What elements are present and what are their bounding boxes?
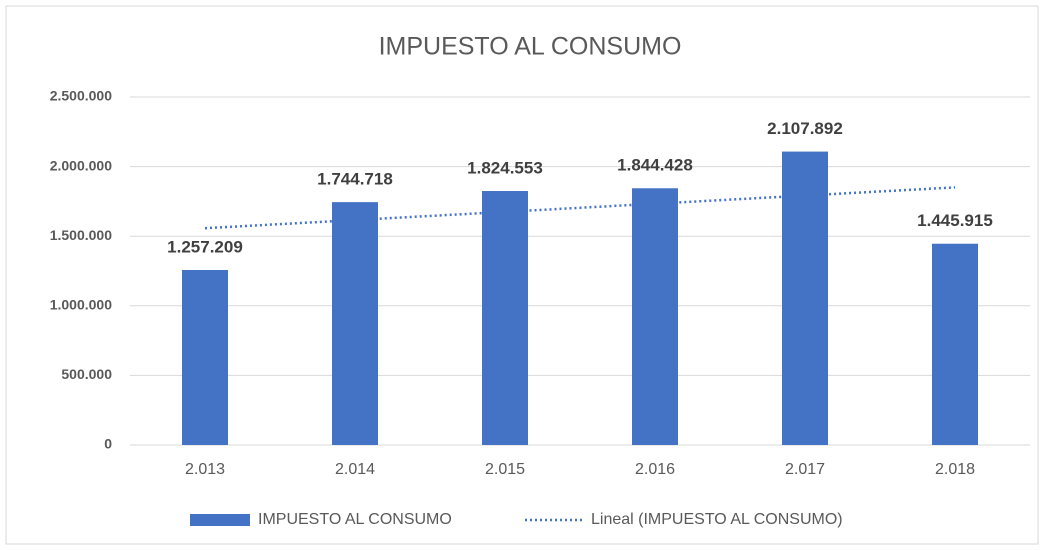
bar [332, 202, 378, 445]
bar [782, 151, 828, 446]
data-label: 2.107.892 [767, 119, 843, 138]
y-tick-label: 1.000.000 [50, 297, 112, 313]
y-tick-label: 0 [104, 436, 112, 452]
chart-title: IMPUESTO AL CONSUMO [379, 33, 682, 61]
y-tick-label: 2.500.000 [50, 88, 112, 104]
data-label: 1.844.428 [617, 156, 693, 175]
data-label: 1.744.718 [317, 170, 393, 189]
data-label: 1.445.915 [917, 211, 993, 230]
x-tick-label: 2.015 [485, 461, 525, 478]
bar [632, 188, 678, 445]
x-tick-label: 2.017 [785, 461, 825, 478]
x-tick-label: 2.016 [635, 461, 675, 478]
data-label: 1.257.209 [167, 237, 243, 256]
x-tick-label: 2.013 [185, 461, 225, 478]
legend-label: Lineal (IMPUESTO AL CONSUMO) [591, 511, 843, 528]
legend-label: IMPUESTO AL CONSUMO [258, 511, 452, 528]
bar [182, 269, 228, 445]
legend-swatch [190, 514, 250, 526]
y-tick-label: 1.500.000 [50, 227, 112, 243]
bar [482, 191, 528, 445]
x-tick-label: 2.018 [935, 461, 975, 478]
data-label: 1.824.553 [467, 159, 543, 178]
bar [932, 243, 978, 445]
y-tick-label: 2.000.000 [50, 157, 112, 173]
y-tick-label: 500.000 [61, 366, 112, 382]
trendline [204, 186, 956, 230]
x-tick-label: 2.014 [335, 461, 375, 478]
